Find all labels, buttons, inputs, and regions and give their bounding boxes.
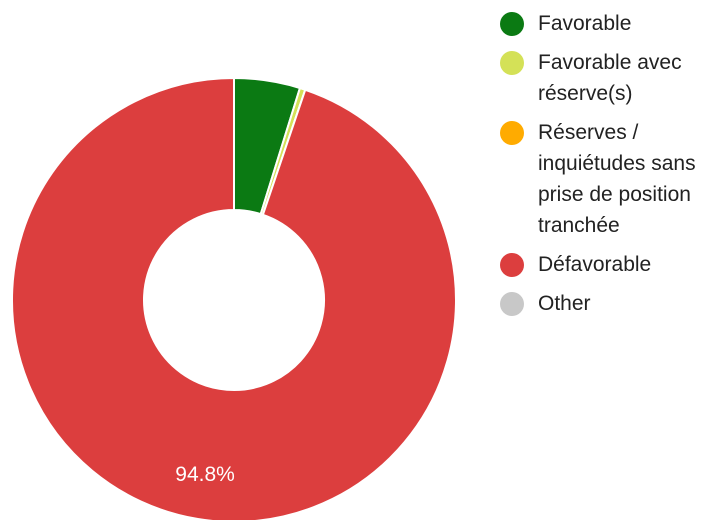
legend-label: Favorable avec réserve(s) — [538, 51, 682, 105]
data-label: 94.8% — [175, 463, 235, 486]
legend-item[interactable]: Other — [500, 288, 726, 319]
legend-item[interactable]: Favorable — [500, 8, 726, 39]
legend-swatch — [500, 51, 524, 75]
legend-label: Réserves / inquiétudes sans prise de pos… — [538, 121, 696, 237]
legend-swatch — [500, 12, 524, 36]
legend: Favorable Favorable avec réserve(s) Réserv… — [500, 8, 726, 327]
legend-swatch — [500, 253, 524, 277]
legend-item[interactable]: Réserves / inquiétudes sans prise de pos… — [500, 117, 726, 241]
legend-label: Défavorable — [538, 253, 652, 276]
legend-item[interactable]: Défavorable — [500, 249, 726, 280]
legend-swatch — [500, 121, 524, 145]
slice — [11, 76, 457, 520]
legend-label: Favorable — [538, 12, 632, 35]
donut: 94.8% — [11, 76, 457, 520]
legend-swatch — [500, 292, 524, 316]
legend-item[interactable]: Favorable avec réserve(s) — [500, 47, 726, 109]
legend-label: Other — [538, 292, 591, 315]
